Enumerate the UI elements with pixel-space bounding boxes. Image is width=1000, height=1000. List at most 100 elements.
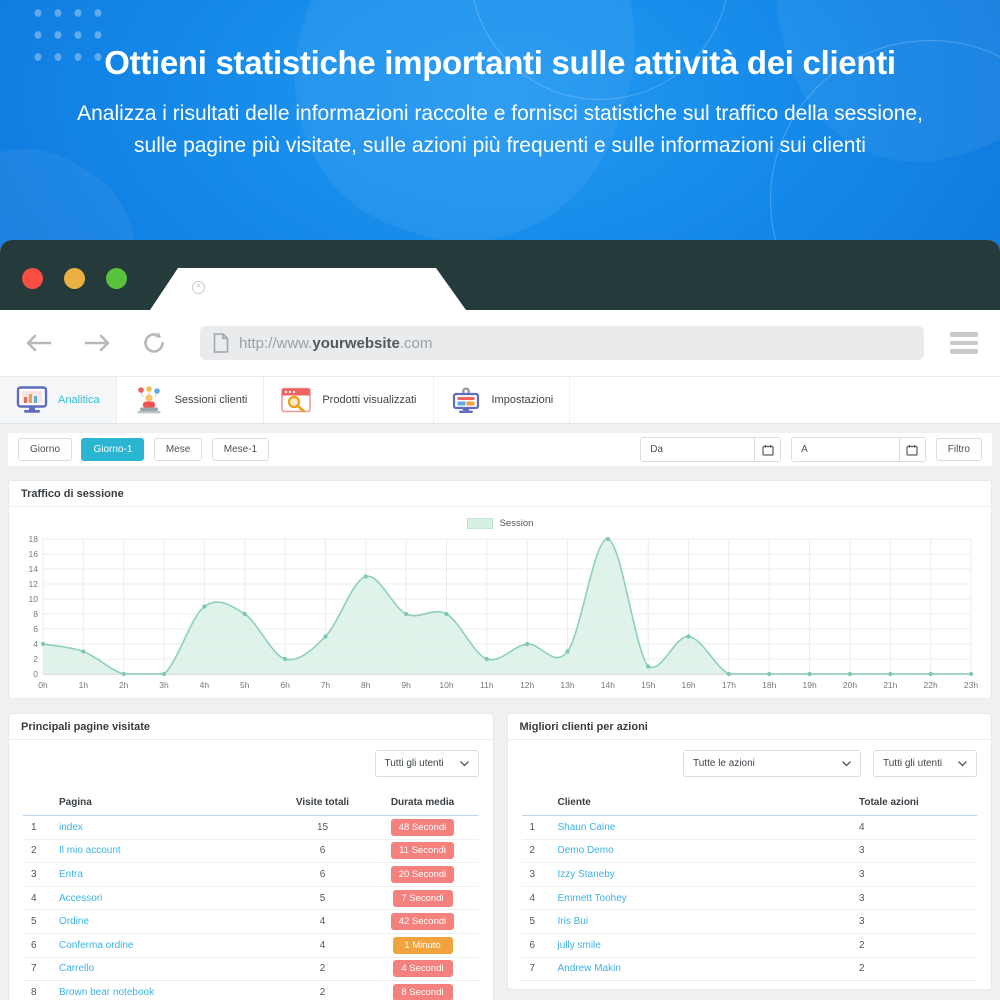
- duration-badge: 1 Minuto: [392, 936, 453, 954]
- client-link[interactable]: Iris Bui: [557, 916, 589, 928]
- table-row: 1 index 15 48 Secondi: [23, 816, 479, 840]
- date-from-calendar-button[interactable]: [754, 438, 781, 461]
- svg-text:19h: 19h: [803, 680, 817, 690]
- client-link[interactable]: Shaun Caine: [557, 821, 616, 833]
- client-link[interactable]: jully smile: [557, 939, 601, 951]
- window-minimize-button[interactable]: [64, 268, 85, 289]
- settings-monitor-icon: [452, 387, 479, 413]
- duration-badge: 48 Secondi: [390, 818, 455, 836]
- actions-filter-dropdown[interactable]: Tutte le azioni: [683, 750, 861, 777]
- row-rank: 8: [31, 986, 37, 998]
- duration-cell: 4 Secondi: [367, 960, 479, 978]
- svg-text:6: 6: [33, 624, 38, 634]
- visits-value: 6: [319, 845, 326, 857]
- date-to-calendar-button[interactable]: [898, 438, 925, 461]
- svg-text:2: 2: [33, 654, 38, 664]
- calendar-icon: [761, 444, 774, 456]
- svg-text:18h: 18h: [762, 680, 776, 690]
- url-prefix: http://www.: [239, 334, 313, 352]
- range-button-mese[interactable]: Mese: [153, 438, 203, 461]
- client-cell: Iris Bui: [558, 916, 860, 927]
- hero-banner: Ottieni statistiche importanti sulle att…: [0, 0, 1000, 252]
- client-link[interactable]: Izzy Staneby: [557, 868, 615, 880]
- window-maximize-button[interactable]: [106, 268, 127, 289]
- tab-analitica[interactable]: Analitica: [0, 377, 117, 423]
- page-link[interactable]: Entra: [59, 868, 83, 880]
- tab-prodotti-visualizzati[interactable]: Prodotti visualizzati: [264, 377, 434, 423]
- forward-button-icon[interactable]: [84, 333, 112, 353]
- row-rank: 5: [31, 916, 37, 928]
- filtro-button[interactable]: Filtro: [935, 438, 982, 461]
- table-row: 5 Ordine 4 42 Secondi: [23, 910, 479, 934]
- url-domain: yourwebsite: [312, 334, 400, 352]
- customer-sessions-icon: [137, 386, 161, 414]
- tab-impostazioni[interactable]: Impostazioni: [434, 377, 571, 423]
- page-cell: Il mio account: [59, 845, 279, 856]
- svg-text:2h: 2h: [119, 680, 129, 690]
- date-from-group: Da: [640, 437, 782, 462]
- page-link[interactable]: Il mio account: [59, 845, 121, 857]
- actions-value: 3: [859, 892, 865, 904]
- client-cell: Shaun Caine: [558, 822, 860, 833]
- users-filter-dropdown[interactable]: Tutti gli utenti: [873, 750, 977, 777]
- range-button-mese-1[interactable]: Mese-1: [211, 438, 270, 461]
- analytics-monitor-icon: [16, 386, 48, 413]
- range-buttons: Giorno Giorno-1 Mese Mese-1: [18, 438, 274, 461]
- tab-sessioni-clienti[interactable]: Sessioni clienti: [117, 377, 265, 423]
- range-button-giorno-1[interactable]: Giorno-1: [81, 438, 145, 461]
- back-button-icon[interactable]: [24, 333, 52, 353]
- svg-text:6h: 6h: [280, 680, 290, 690]
- page-link[interactable]: index: [59, 821, 83, 833]
- page-link[interactable]: Carrello: [59, 963, 95, 975]
- client-link[interactable]: Emmett Toohey: [557, 892, 627, 904]
- page-link[interactable]: Accessori: [59, 892, 103, 904]
- page-link[interactable]: Brown bear notebook: [59, 986, 155, 998]
- table-row: 6 jully smile 2: [521, 934, 977, 958]
- date-to-input[interactable]: [816, 438, 899, 461]
- window-close-button[interactable]: [22, 268, 43, 289]
- browser-menu-icon[interactable]: [950, 332, 978, 354]
- visits-value: 4: [319, 939, 326, 951]
- browser-tab[interactable]: ✕: [150, 268, 466, 310]
- svg-text:1h: 1h: [79, 680, 89, 690]
- page-link[interactable]: Conferma ordine: [59, 939, 134, 951]
- client-cell: Izzy Staneby: [558, 869, 860, 880]
- users-filter-dropdown[interactable]: Tutti gli utenti: [374, 750, 479, 777]
- actions-value: 3: [859, 916, 865, 928]
- date-from-input[interactable]: [672, 438, 755, 461]
- duration-badge: 42 Secondi: [390, 913, 455, 931]
- duration-cell: 42 Secondi: [367, 913, 479, 931]
- svg-text:22h: 22h: [924, 680, 938, 690]
- date-from-label: Da: [650, 444, 664, 455]
- page-link[interactable]: Ordine: [59, 916, 90, 928]
- svg-text:4h: 4h: [200, 680, 210, 690]
- duration-cell: 11 Secondi: [367, 842, 479, 860]
- svg-text:0h: 0h: [38, 680, 48, 690]
- svg-text:18: 18: [29, 534, 39, 544]
- row-rank: 4: [31, 892, 37, 904]
- url-bar[interactable]: http://www.yourwebsite.com: [200, 326, 924, 360]
- svg-text:20h: 20h: [843, 680, 857, 690]
- pages-table-body: 1 index 15 48 Secondi 2 Il mio account 6 11 Sec…: [23, 816, 479, 1000]
- svg-text:15h: 15h: [641, 680, 655, 690]
- range-button-giorno[interactable]: Giorno: [18, 438, 73, 461]
- tab-favicon-icon: ✕: [192, 281, 205, 294]
- table-row: 4 Emmett Toohey 3: [521, 887, 977, 911]
- row-rank: 7: [31, 963, 37, 975]
- column-durata-media: Durata media: [390, 797, 455, 808]
- page-cell: Conferma ordine: [59, 940, 279, 951]
- svg-text:8: 8: [33, 609, 38, 619]
- client-link[interactable]: Andrew Makin: [557, 963, 621, 975]
- chart-legend: Session: [17, 518, 983, 529]
- row-rank: 5: [529, 916, 536, 928]
- visits-value: 6: [319, 868, 326, 880]
- duration-cell: 7 Secondi: [367, 889, 479, 907]
- actions-value: 3: [859, 845, 865, 857]
- legend-label: Session: [499, 518, 534, 529]
- client-link[interactable]: Demo Demo: [557, 845, 614, 857]
- duration-badge: 4 Secondi: [392, 960, 453, 978]
- calendar-icon: [906, 444, 918, 456]
- dropdown-value: Tutti gli utenti: [883, 758, 943, 769]
- pages-table-header: Pagina Visite totali Durata media: [23, 793, 479, 816]
- refresh-button-icon[interactable]: [142, 331, 166, 355]
